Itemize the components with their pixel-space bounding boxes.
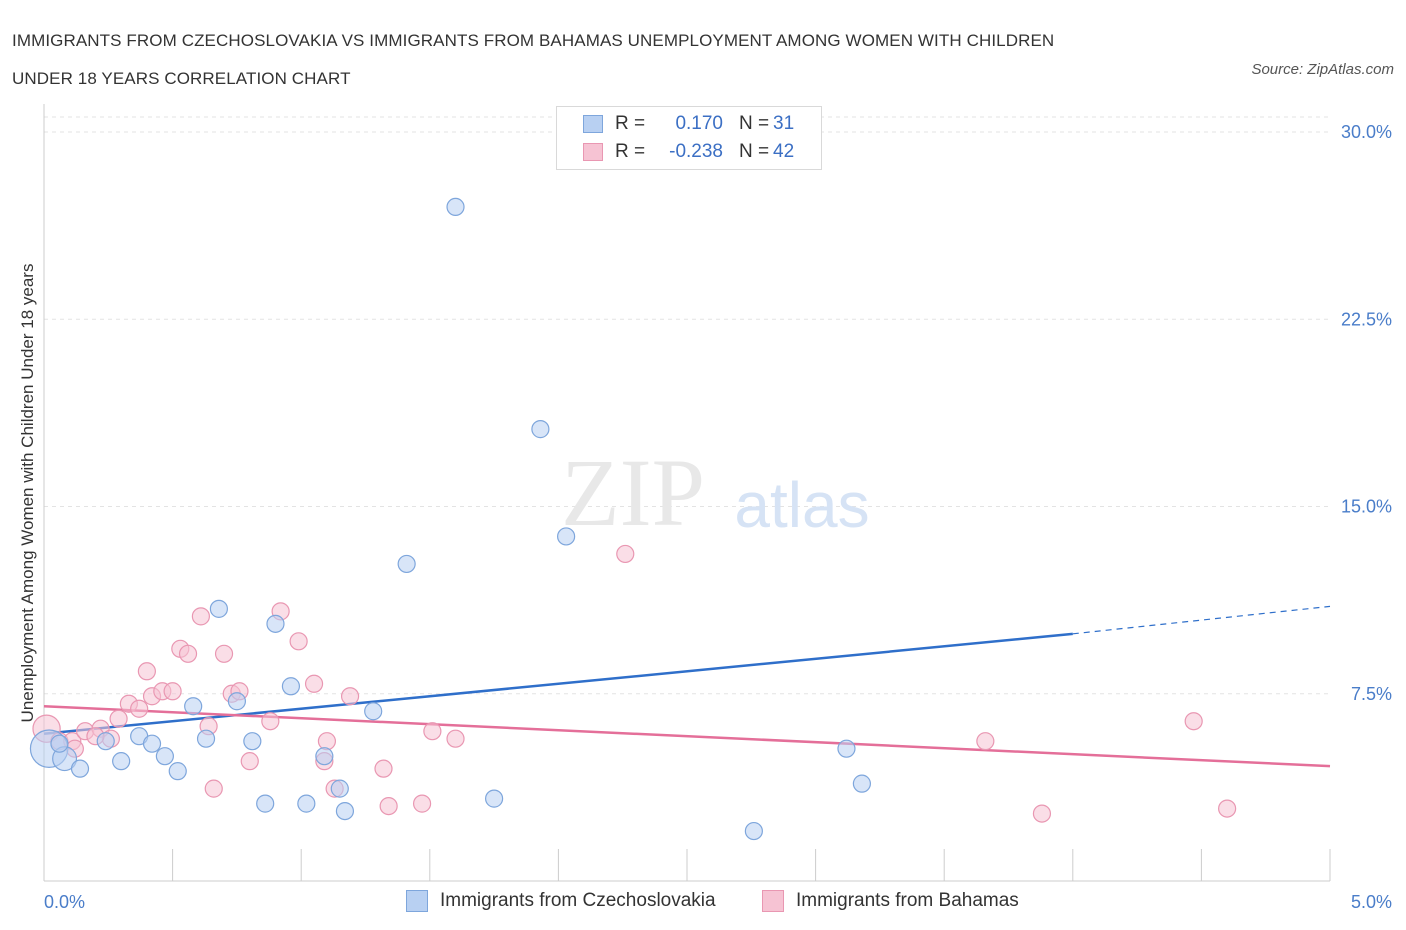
series-czechoslovakia-points: [29, 197, 871, 841]
data-point-bahamas[interactable]: [616, 544, 635, 564]
legend-r-label: R =: [615, 113, 646, 134]
data-point-czechoslovakia[interactable]: [335, 801, 355, 821]
data-point-czechoslovakia[interactable]: [531, 420, 550, 439]
data-point-czechoslovakia[interactable]: [112, 752, 131, 771]
legend-label-czechoslovakia: Immigrants from Czechoslovakia: [440, 890, 716, 911]
data-point-czechoslovakia[interactable]: [266, 614, 285, 633]
data-point-czechoslovakia[interactable]: [297, 794, 316, 813]
data-point-bahamas[interactable]: [412, 794, 432, 813]
chart-title-line-1: IMMIGRANTS FROM CZECHOSLOVAKIA VS IMMIGR…: [12, 31, 1055, 50]
y-tick-label: 7.5%: [1351, 684, 1392, 704]
data-point-bahamas[interactable]: [178, 644, 198, 663]
legend-n-label: N =: [739, 113, 770, 134]
data-point-czechoslovakia[interactable]: [397, 554, 416, 574]
data-point-bahamas[interactable]: [137, 662, 156, 681]
y-tick-label: 15.0%: [1341, 497, 1392, 517]
data-point-bahamas[interactable]: [976, 732, 995, 751]
series-bahamas-points: [32, 544, 1237, 823]
legend-swatch-pink: [583, 143, 603, 161]
data-point-czechoslovakia[interactable]: [744, 821, 763, 841]
data-point-bahamas[interactable]: [240, 752, 259, 771]
data-point-bahamas[interactable]: [289, 632, 308, 651]
watermark-atlas: atlas: [734, 469, 869, 541]
watermark: ZIP atlas: [561, 439, 870, 546]
data-point-bahamas[interactable]: [191, 607, 210, 626]
data-point-czechoslovakia[interactable]: [155, 747, 174, 766]
data-point-bahamas[interactable]: [423, 722, 442, 741]
data-point-bahamas[interactable]: [109, 709, 128, 728]
y-tick-labels: 7.5% 15.0% 22.5% 30.0%: [1341, 122, 1392, 704]
data-point-czechoslovakia[interactable]: [256, 794, 275, 813]
legend-r-value: -0.238: [669, 141, 723, 162]
legend-n-label: N =: [739, 141, 770, 162]
data-point-bahamas[interactable]: [304, 674, 324, 693]
data-point-czechoslovakia[interactable]: [243, 732, 262, 751]
data-point-czechoslovakia[interactable]: [168, 762, 187, 781]
data-point-bahamas[interactable]: [1032, 804, 1052, 823]
watermark-zip: ZIP: [561, 439, 705, 546]
data-point-czechoslovakia[interactable]: [142, 734, 162, 753]
data-point-czechoslovakia[interactable]: [50, 734, 69, 753]
data-point-bahamas[interactable]: [374, 759, 393, 778]
data-point-czechoslovakia[interactable]: [557, 527, 576, 546]
data-point-bahamas[interactable]: [214, 644, 234, 663]
data-point-bahamas[interactable]: [1218, 799, 1237, 818]
legend-r-value: 0.170: [675, 113, 723, 134]
grid-lines: [44, 116, 1330, 695]
data-point-czechoslovakia[interactable]: [281, 677, 301, 696]
legend-r-label: R =: [615, 141, 646, 162]
trend-line-bahamas: [43, 704, 1331, 768]
data-point-bahamas[interactable]: [204, 779, 223, 798]
x-tick-label-0: 0.0%: [44, 892, 85, 912]
data-point-bahamas[interactable]: [379, 796, 398, 816]
chart-title: IMMIGRANTS FROM CZECHOSLOVAKIA VS IMMIGR…: [12, 22, 1212, 98]
data-point-czechoslovakia[interactable]: [209, 599, 228, 618]
data-point-czechoslovakia[interactable]: [446, 197, 465, 216]
data-point-czechoslovakia[interactable]: [485, 789, 504, 808]
legend-swatch-blue: [583, 115, 603, 133]
data-point-bahamas[interactable]: [1184, 712, 1203, 731]
legend-item-czechoslovakia[interactable]: Immigrants from Czechoslovakia: [406, 890, 716, 912]
legend-n-value: 31: [773, 113, 795, 134]
legend-n-value: 42: [773, 141, 795, 162]
legend-swatch-blue: [406, 890, 428, 912]
data-point-czechoslovakia[interactable]: [837, 739, 856, 758]
data-point-czechoslovakia[interactable]: [852, 774, 871, 793]
trend-lines: [43, 605, 1331, 768]
stats-legend: R = 0.170 N = 31 R = -0.238 N = 42: [556, 106, 822, 170]
series-legend: Immigrants from Czechoslovakia Immigrant…: [0, 890, 1406, 916]
y-tick-label: 22.5%: [1341, 309, 1392, 329]
legend-item-bahamas[interactable]: Immigrants from Bahamas: [762, 890, 1019, 912]
data-point-bahamas[interactable]: [261, 712, 280, 731]
legend-row-czechoslovakia: R = 0.170 N = 31: [583, 113, 794, 135]
data-point-czechoslovakia[interactable]: [96, 732, 115, 751]
data-point-czechoslovakia[interactable]: [196, 729, 216, 748]
trend-line-czechoslovakia-extension: [1072, 605, 1331, 635]
data-point-bahamas[interactable]: [317, 732, 337, 751]
data-point-bahamas[interactable]: [130, 699, 149, 718]
data-point-bahamas[interactable]: [163, 682, 182, 701]
data-point-czechoslovakia[interactable]: [227, 692, 246, 711]
data-point-czechoslovakia[interactable]: [330, 779, 349, 798]
data-point-czechoslovakia[interactable]: [364, 702, 383, 721]
data-point-bahamas[interactable]: [340, 687, 360, 706]
source-credit: Source: ZipAtlas.com: [1251, 61, 1394, 78]
x-tick-marks: [43, 849, 1331, 881]
data-point-czechoslovakia[interactable]: [315, 747, 334, 766]
data-point-bahamas[interactable]: [446, 729, 465, 748]
data-point-czechoslovakia[interactable]: [184, 697, 203, 716]
x-tick-label-1: 5.0%: [1351, 892, 1392, 912]
legend-label-bahamas: Immigrants from Bahamas: [796, 890, 1019, 911]
data-point-czechoslovakia[interactable]: [70, 759, 90, 778]
y-tick-label: 30.0%: [1341, 122, 1392, 142]
trend-line-czechoslovakia: [43, 632, 1073, 735]
legend-row-bahamas: R = -0.238 N = 42: [583, 141, 794, 163]
y-axis-label: Unemployment Among Women with Children U…: [18, 264, 37, 723]
legend-swatch-pink: [762, 890, 784, 912]
chart-title-line-2: UNDER 18 YEARS CORRELATION CHART: [12, 69, 351, 88]
